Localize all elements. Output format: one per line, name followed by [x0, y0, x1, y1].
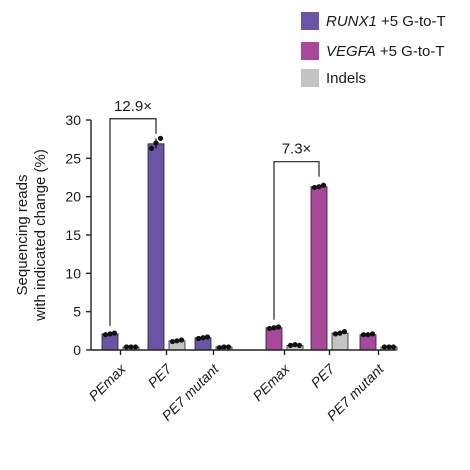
fold-change-bracket — [273, 161, 320, 320]
legend-gene: RUNX1 — [326, 13, 377, 30]
legend-entry: VEGFA +5 G-to-T — [326, 43, 445, 60]
replicate-point — [271, 325, 277, 331]
y-tick-label: 15 — [65, 227, 81, 243]
fold-change-label: 12.9× — [114, 98, 152, 115]
x-tick-label: PEmax — [85, 360, 129, 404]
replicate-point — [102, 332, 109, 338]
legend-label: Indels — [326, 70, 366, 87]
replicate-point — [332, 331, 339, 337]
y-tick-label: 10 — [65, 265, 81, 281]
legend-swatch — [301, 42, 319, 60]
y-tick-label: 0 — [73, 342, 81, 358]
replicate-point — [221, 344, 227, 350]
replicate-point — [292, 342, 298, 348]
replicate-point — [275, 324, 282, 330]
replicate-point — [216, 345, 223, 351]
replicate-point — [316, 184, 322, 190]
replicate-point — [195, 335, 202, 342]
replicate-point — [225, 344, 232, 350]
fold-change-bracket — [109, 118, 157, 326]
replicate-point — [200, 335, 206, 341]
y-tick-label: 20 — [65, 189, 81, 205]
replicate-point — [174, 338, 180, 344]
y-axis-label-line2: with indicated change (%) — [32, 149, 49, 322]
replicate-point — [111, 330, 118, 336]
fold-change-annotations: 12.9× 7.3× — [109, 98, 320, 326]
replicate-points — [102, 135, 397, 351]
replicate-point — [341, 329, 348, 335]
replicate-point — [128, 344, 134, 350]
legend-entry: Indels — [326, 70, 366, 87]
bar — [310, 186, 328, 351]
y-tick-label: 25 — [65, 150, 81, 166]
fold-change-label: 7.3× — [282, 141, 312, 158]
x-tick-label: PE7 — [145, 360, 176, 391]
replicate-point — [123, 344, 130, 350]
replicate-point — [381, 344, 388, 350]
replicate-point — [107, 331, 113, 337]
replicate-point — [369, 331, 376, 337]
bars — [101, 143, 398, 351]
bar — [265, 327, 283, 351]
replicate-point — [296, 342, 303, 348]
replicate-point — [266, 325, 273, 332]
replicate-point — [178, 337, 185, 343]
y-axis: 0 5 10 15 20 25 30 — [65, 112, 92, 358]
replicate-point — [169, 338, 176, 345]
replicate-point — [320, 182, 327, 188]
legend-label: +5 G-to-T — [377, 13, 446, 30]
x-tick-label: PEmax — [249, 360, 293, 404]
legend-label: +5 G-to-T — [376, 43, 445, 60]
legend-swatch — [301, 69, 319, 87]
legend-swatch — [301, 12, 319, 30]
replicate-point — [204, 334, 211, 340]
legend-entry: RUNX1 +5 G-to-T — [326, 13, 446, 30]
replicate-point — [390, 344, 397, 350]
replicate-point — [148, 145, 155, 151]
replicate-point — [287, 342, 294, 348]
y-tick-label: 5 — [73, 304, 81, 320]
replicate-point — [386, 344, 392, 350]
y-axis-label-line1: Sequencing reads — [14, 175, 31, 296]
legend-gene: VEGFA — [326, 43, 376, 60]
y-tick-label: 30 — [65, 112, 81, 128]
replicate-point — [311, 184, 318, 191]
replicate-point — [365, 332, 371, 338]
replicate-point — [132, 344, 139, 350]
replicate-point — [157, 135, 164, 141]
replicate-point — [337, 330, 343, 336]
replicate-point — [360, 332, 367, 338]
bar — [147, 143, 165, 351]
x-tick-label: PE7 — [308, 360, 339, 391]
